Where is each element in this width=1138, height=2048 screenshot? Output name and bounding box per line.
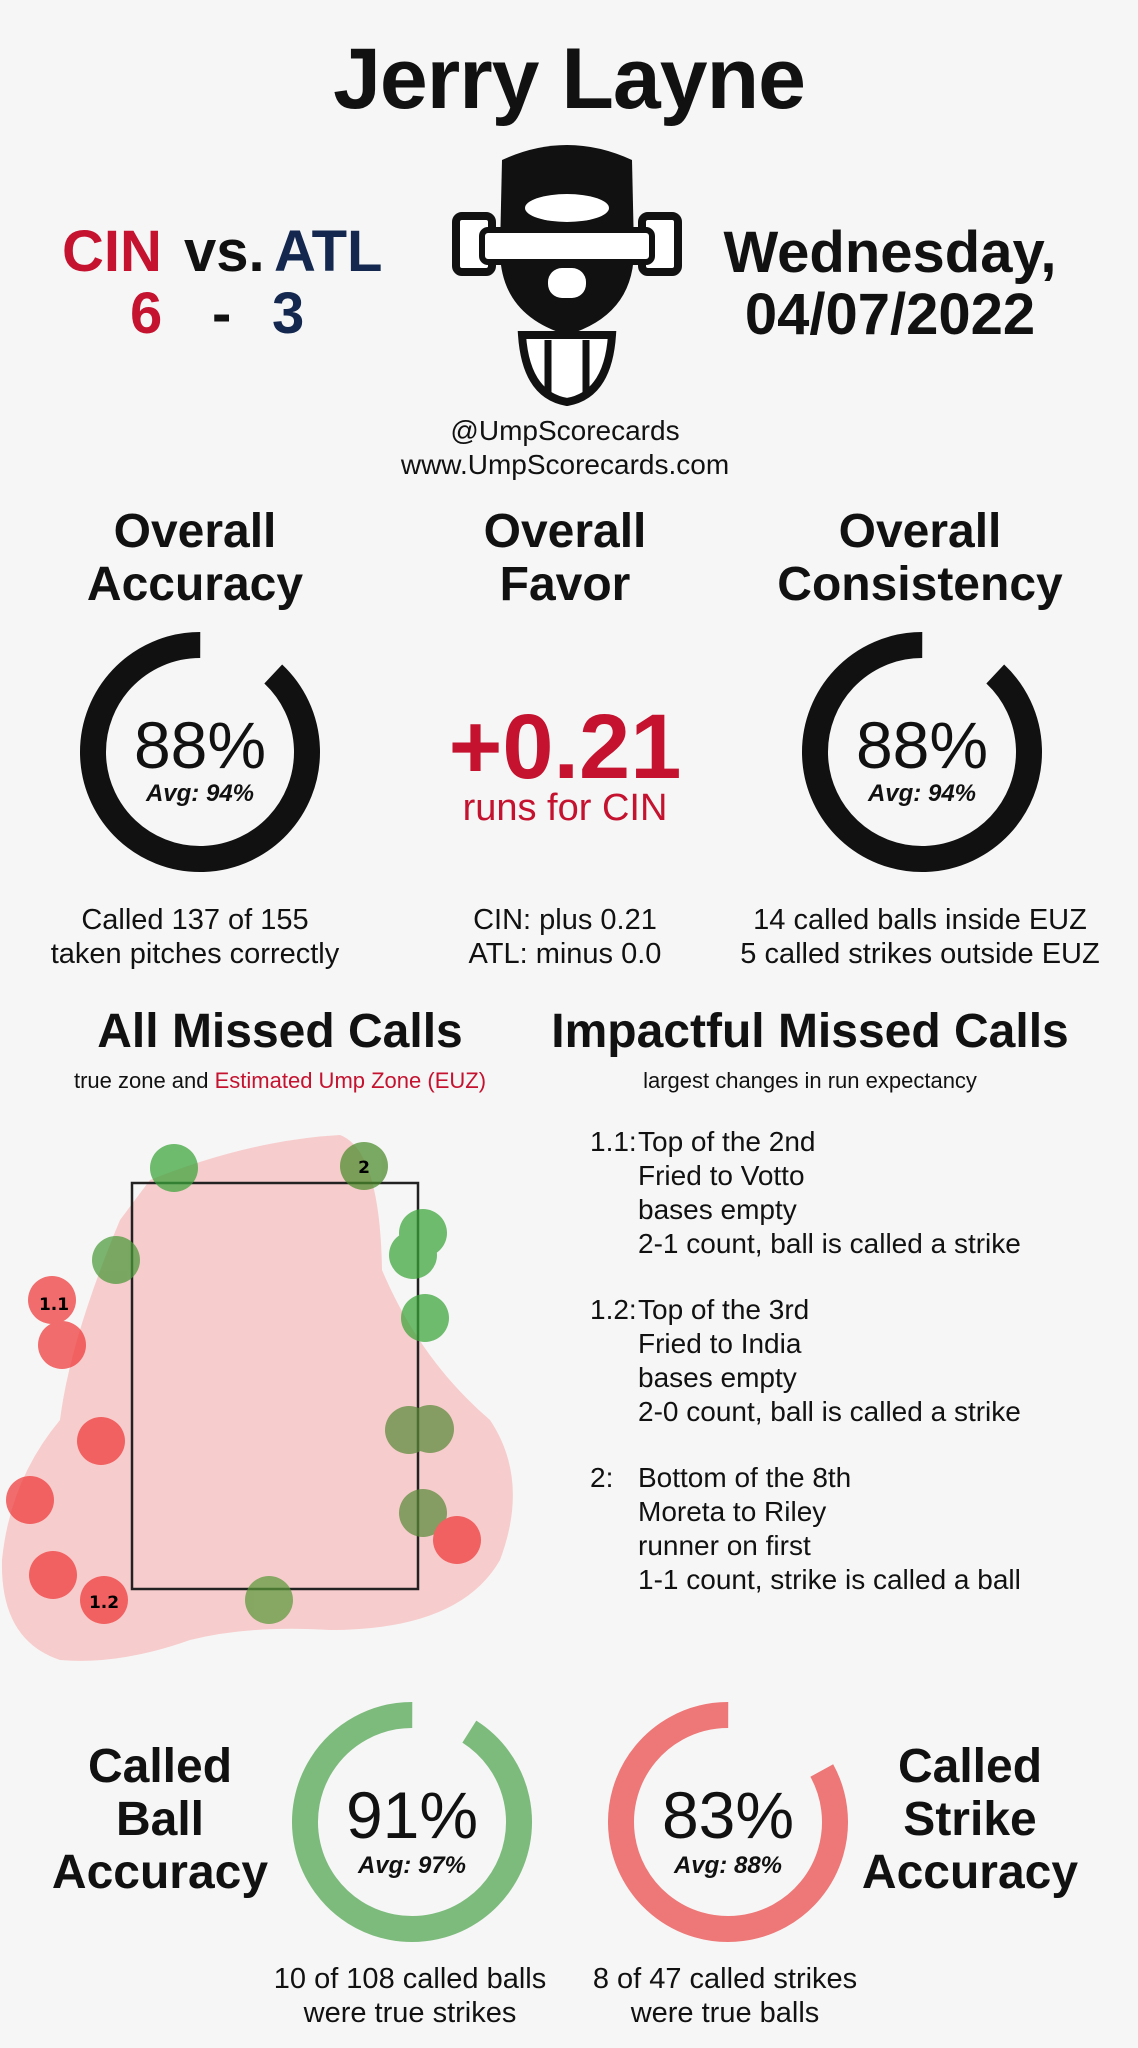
- home-score: 3: [272, 281, 305, 346]
- call-id: 1.2:: [590, 1294, 637, 1325]
- accuracy-avg: Avg: 94%: [145, 780, 255, 807]
- impactful-subtitle: largest changes in run expectancy: [643, 1068, 977, 1093]
- accuracy-value: 88%: [133, 708, 267, 782]
- away-score: 6: [130, 281, 163, 346]
- ball-accuracy-avg: Avg: 97%: [357, 1852, 467, 1879]
- impactful-heading: Impactful Missed Calls: [551, 1005, 1069, 1058]
- consistency-avg: Avg: 94%: [867, 780, 977, 807]
- date-value: 04/07/2022: [744, 282, 1036, 347]
- strike-accuracy-heading: Called Strike Accuracy: [861, 1740, 1079, 1899]
- impactful-call-1-2: 1.2: Top of the 3rd Fried to India bases…: [590, 1294, 1021, 1427]
- missed-strike-marker: [340, 1142, 388, 1190]
- missed-calls-heading: All Missed Calls: [97, 1005, 463, 1058]
- marker-label-1-1: 1.1: [39, 1295, 69, 1315]
- strike-accuracy-value: 83%: [661, 1778, 795, 1852]
- favor-description: CIN: plus 0.21 ATL: minus 0.0: [468, 904, 662, 970]
- favor-unit: runs for CIN: [462, 787, 668, 829]
- score-dash: -: [212, 281, 232, 346]
- ball-accuracy-description: 10 of 108 called balls were true strikes: [273, 1963, 547, 2029]
- favor-heading: Overall Favor: [483, 505, 647, 611]
- missed-ball-marker: [433, 1516, 481, 1564]
- away-team: CIN: [62, 219, 162, 284]
- twitter-handle: @UmpScorecards: [450, 415, 680, 446]
- credits: @UmpScorecards www.UmpScorecards.com: [300, 414, 830, 482]
- marker-label-1-2: 1.2: [89, 1593, 119, 1613]
- missed-strike-marker: [92, 1236, 140, 1284]
- missed-strike-marker: [245, 1576, 293, 1624]
- impactful-call-1-1: 1.1: Top of the 2nd Fried to Votto bases…: [590, 1126, 1021, 1259]
- favor-value: +0.21: [448, 696, 682, 798]
- home-team: ATL: [274, 219, 383, 284]
- missed-strike-marker: [399, 1489, 447, 1537]
- missed-strike-marker: [406, 1405, 454, 1453]
- umpire-name: Jerry Layne: [333, 31, 806, 127]
- ball-accuracy-heading: Called Ball Accuracy: [51, 1740, 269, 1899]
- missed-calls-plot: 2 1.1 1.2: [1, 1135, 513, 1661]
- game-date: Wednesday, 04/07/2022: [700, 222, 1080, 346]
- marker-label-2: 2: [358, 1158, 370, 1178]
- strike-accuracy-description: 8 of 47 called strikes were true balls: [592, 1963, 858, 2029]
- missed-strike-marker: [401, 1294, 449, 1342]
- impactful-call-2: 2: Bottom of the 8th Moreta to Riley run…: [590, 1462, 1021, 1595]
- vs-label: vs.: [184, 219, 265, 284]
- missed-strike-marker: [389, 1231, 437, 1279]
- consistency-heading: Overall Consistency: [777, 505, 1063, 611]
- euz-legend: Estimated Ump Zone (EUZ): [214, 1068, 487, 1093]
- ball-accuracy-ring: [292, 1702, 532, 1943]
- consistency-value: 88%: [855, 708, 989, 782]
- consistency-description: 14 called balls inside EUZ 5 called stri…: [740, 904, 1100, 970]
- strike-accuracy-ring: [608, 1702, 848, 1942]
- missed-calls-subtitle: true zone and Estimated Ump Zone (EUZ): [73, 1068, 487, 1093]
- missed-ball-marker: [38, 1321, 86, 1369]
- missed-ball-marker: [29, 1551, 77, 1599]
- consistency-ring: [802, 632, 1042, 872]
- call-id: 2:: [590, 1462, 614, 1493]
- accuracy-heading: Overall Accuracy: [86, 505, 304, 611]
- missed-ball-marker: [77, 1417, 125, 1465]
- weekday: Wednesday,: [723, 220, 1057, 285]
- missed-ball-marker: [6, 1476, 54, 1524]
- accuracy-description: Called 137 of 155 taken pitches correctl…: [50, 904, 340, 970]
- strike-accuracy-avg: Avg: 88%: [673, 1852, 783, 1879]
- accuracy-ring: [80, 632, 320, 872]
- call-id: 1.1:: [590, 1126, 637, 1157]
- missed-strike-marker: [150, 1144, 198, 1192]
- missed-ball-marker: [80, 1576, 128, 1624]
- ball-accuracy-value: 91%: [345, 1778, 479, 1852]
- website-link[interactable]: www.UmpScorecards.com: [400, 449, 730, 480]
- missed-ball-marker: [28, 1276, 76, 1324]
- umpire-mask-icon: [452, 145, 682, 407]
